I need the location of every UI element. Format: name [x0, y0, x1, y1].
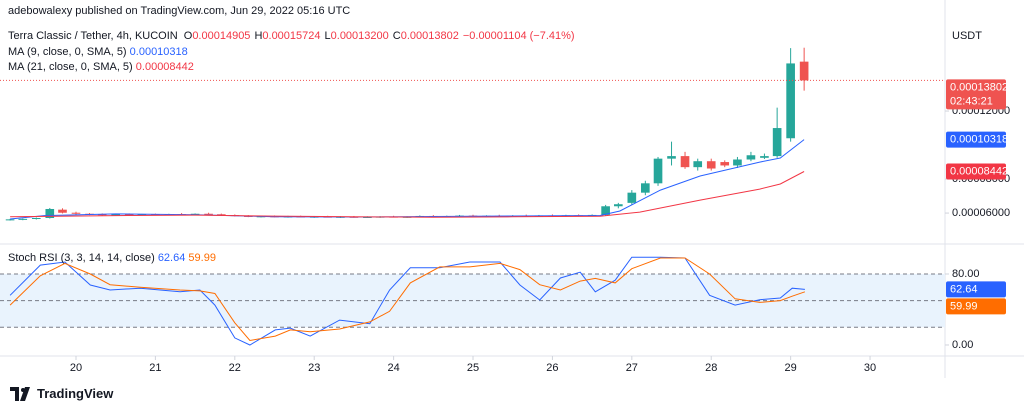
- price-box-label: 0.00013802: [950, 81, 1008, 93]
- stoch-value: 59.99: [188, 252, 216, 264]
- x-tick-label: 27: [626, 362, 638, 374]
- y-tick-label: 0.00006000: [952, 207, 1010, 219]
- candle-body: [786, 63, 795, 139]
- candle-body: [746, 155, 756, 160]
- candle-body: [216, 214, 226, 216]
- ohlc-label: O: [183, 30, 193, 42]
- moving-average: [10, 171, 805, 218]
- candle-body: [680, 156, 690, 168]
- stoch-title: Stoch RSI (3, 3, 14, 14, close): [8, 252, 155, 264]
- candle-body: [706, 161, 716, 169]
- candle-body: [667, 156, 676, 159]
- price-box: [946, 79, 1006, 110]
- candle-body: [111, 214, 121, 216]
- candle-body: [31, 218, 41, 220]
- ohlc-label: C: [392, 30, 401, 42]
- ohlc-value: 0.00013200: [330, 30, 389, 42]
- brand-logo: [10, 386, 30, 401]
- y-tick-label: 80.00: [952, 268, 980, 280]
- price-box-label: 0.00010318: [950, 134, 1008, 146]
- oscillator-pane: 80.00 0.00 62.64 59.99: [0, 256, 1006, 351]
- ma-value: 0.00008442: [135, 61, 194, 73]
- candle-body: [137, 214, 147, 216]
- ma-legend: MA (21, close, 0, SMA, 5) 0.00008442: [8, 61, 194, 73]
- candle-body: [204, 213, 213, 215]
- x-tick-label: 22: [229, 362, 241, 374]
- candle-body: [760, 156, 769, 158]
- price-box: [946, 298, 1006, 315]
- moving-average: [10, 139, 805, 220]
- candle-body: [363, 216, 372, 218]
- price-box-label: 62.64: [950, 283, 978, 295]
- brand-name: TradingView: [37, 386, 114, 401]
- stoch-value: 62.64: [157, 252, 186, 264]
- ma-name: MA (21, close, 0, SMA, 5): [8, 61, 133, 73]
- ohlc-label: L: [324, 30, 331, 42]
- ohlc-value: 0.00013802: [400, 30, 459, 42]
- x-tick-label: 28: [705, 362, 717, 374]
- price-box: [946, 281, 1006, 298]
- candle-body: [71, 212, 81, 214]
- price-box: [946, 131, 1006, 148]
- candle-body: [733, 159, 742, 166]
- currency: USDT: [952, 30, 982, 42]
- brand: TradingView: [10, 386, 113, 401]
- candle-body: [97, 214, 107, 216]
- x-tick-label: 24: [387, 362, 399, 374]
- price-box-label: 0.00008442: [950, 165, 1008, 177]
- candle-body: [614, 204, 623, 207]
- x-tick-label: 30: [864, 362, 876, 374]
- candle-body: [18, 218, 28, 220]
- x-tick-label: 26: [546, 362, 558, 374]
- stoch-legend: Stoch RSI (3, 3, 14, 14, close) 62.64 59…: [8, 252, 216, 264]
- ma-value: 0.00010318: [129, 46, 188, 58]
- candle-body: [799, 61, 809, 81]
- price-box-label: 59.99: [950, 300, 978, 312]
- x-tick-label: 23: [308, 362, 320, 374]
- candle-body: [720, 162, 730, 166]
- published: adebowalexy published on TradingView.com…: [8, 5, 351, 17]
- x-tick-label: 20: [70, 362, 82, 374]
- candle-body: [641, 183, 650, 193]
- stoch-line: [9, 256, 805, 346]
- x-tick-label: 29: [785, 362, 797, 374]
- main-pane: 0.000060000.000080000.00012000USDT0.0001…: [0, 30, 1010, 221]
- ohlc-value: 0.00015724: [262, 30, 321, 42]
- symbol: Terra Classic / Tether, 4h, KUCOIN: [8, 30, 178, 42]
- candle-body: [5, 219, 15, 221]
- stoch-line: [9, 257, 806, 342]
- ma-legend: MA (9, close, 0, SMA, 5) 0.00010318: [8, 46, 188, 58]
- candle-body: [45, 208, 55, 219]
- candle-body: [693, 161, 703, 168]
- candle-body: [601, 206, 610, 215]
- x-tick-label: 21: [149, 362, 161, 374]
- published-line: adebowalexy published on TradingView.com…: [8, 5, 350, 17]
- candle-body: [124, 214, 134, 216]
- candle-body: [627, 192, 637, 203]
- ohlc-value: 0.00014905: [192, 30, 251, 42]
- candle-body: [772, 128, 782, 157]
- ohlc-label: H: [254, 30, 263, 42]
- candle-body: [58, 209, 67, 213]
- ma-name: MA (9, close, 0, SMA, 5): [8, 46, 127, 58]
- candle-body: [190, 213, 200, 215]
- price-box: [946, 163, 1006, 180]
- symbol-line: Terra Classic / Tether, 4h, KUCOIN O0.000…: [8, 30, 575, 42]
- x-tick-label: 25: [467, 362, 479, 374]
- candle-body: [653, 158, 663, 184]
- change: −0.00001104 (−7.41%): [462, 30, 575, 42]
- y-tick-label: 0.00: [952, 339, 973, 351]
- countdown: 02:43:21: [950, 95, 993, 107]
